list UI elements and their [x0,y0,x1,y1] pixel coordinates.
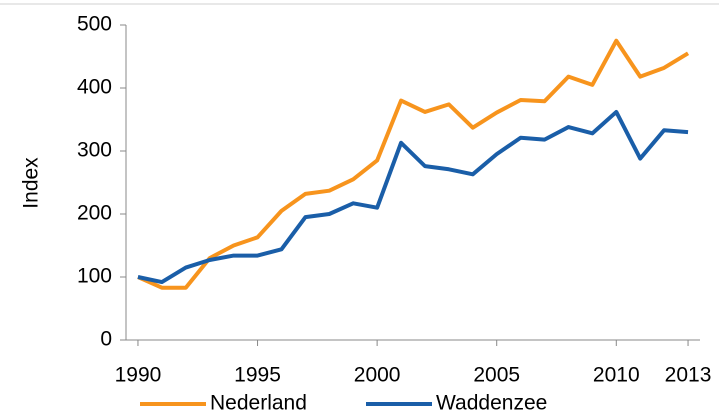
x-tick-label: 2000 [354,364,401,387]
y-tick-label: 0 [100,328,112,351]
x-tick-label: 1995 [234,364,281,387]
line-series [137,109,689,285]
x-tick-label: 2005 [473,364,520,387]
y-tick-label: 200 [77,202,112,225]
legend-label: Waddenzee [436,392,547,415]
y-tick-label: 500 [77,13,112,36]
line-series [137,38,690,290]
legend-label: Nederland [210,392,307,415]
x-tick-label: 2013 [665,364,712,387]
y-tick-label: 300 [77,139,112,162]
y-tick-label: 400 [77,76,112,99]
y-tick-label: 100 [77,265,112,288]
x-tick-label: 2010 [593,364,640,387]
y-axis-label: Index [20,157,43,209]
x-tick-label: 1990 [115,364,162,387]
